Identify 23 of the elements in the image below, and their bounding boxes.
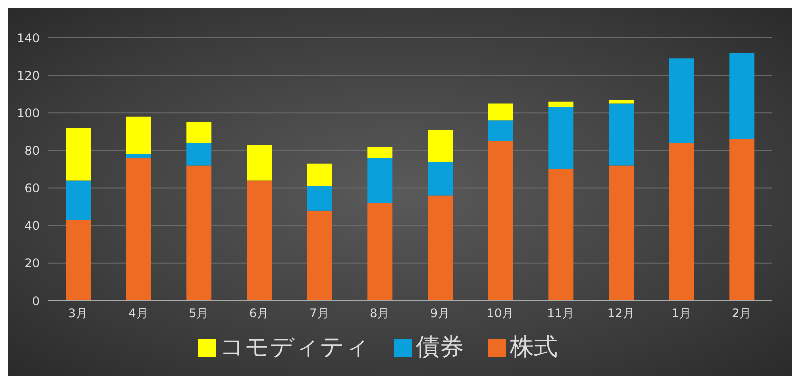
x-tick-label: 9月 bbox=[430, 306, 450, 321]
x-tick-label: 8月 bbox=[370, 306, 390, 321]
legend-label: 株式 bbox=[510, 333, 558, 361]
x-tick-label: 4月 bbox=[128, 306, 148, 321]
legend-label: 債券 bbox=[416, 333, 464, 361]
legend-label: コモディティ bbox=[220, 333, 370, 361]
y-tick-label: 120 bbox=[17, 68, 40, 83]
x-tick-label: 7月 bbox=[310, 306, 330, 321]
y-tick-label: 60 bbox=[24, 182, 40, 196]
y-tick-label: 140 bbox=[17, 31, 40, 46]
y-tick-label: 80 bbox=[24, 144, 40, 158]
x-tick-label: 5月 bbox=[189, 306, 209, 321]
x-tick-label: 11月 bbox=[547, 306, 574, 321]
y-tick-label: 20 bbox=[24, 256, 40, 271]
x-tick-label: 10月 bbox=[486, 306, 514, 321]
y-tick-label: 0 bbox=[32, 294, 40, 308]
x-tick-label: 6月 bbox=[249, 306, 269, 321]
y-tick-label: 40 bbox=[24, 219, 40, 234]
x-tick-label: 12月 bbox=[608, 306, 635, 321]
x-tick-label: 1月 bbox=[672, 306, 692, 321]
x-tick-label: 2月 bbox=[732, 306, 752, 321]
y-tick-label: 100 bbox=[17, 106, 40, 120]
x-tick-label: 3月 bbox=[68, 306, 88, 321]
